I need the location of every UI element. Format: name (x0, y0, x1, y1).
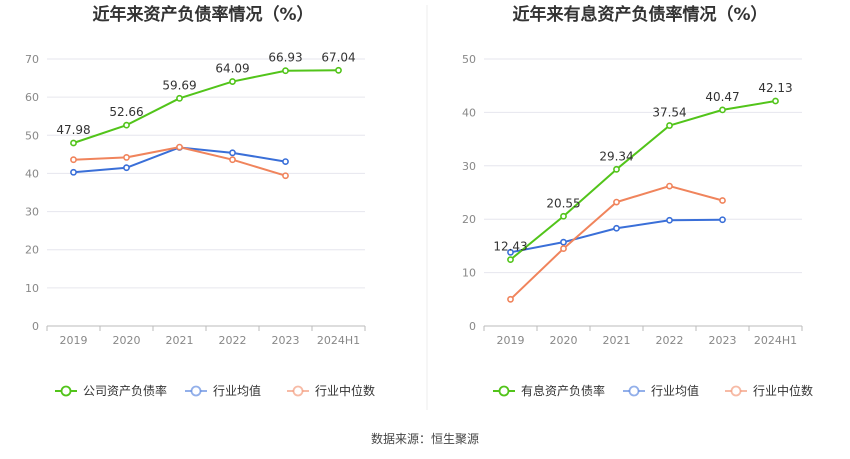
x-tick-label: 2022 (656, 334, 684, 347)
chart-title: 近年来有息资产负债率情况（%） (512, 4, 767, 25)
data-label: 66.93 (268, 51, 302, 65)
data-label: 64.09 (215, 62, 249, 76)
y-tick-label: 70 (25, 53, 39, 66)
x-tick-label: 2021 (603, 334, 631, 347)
x-tick-label: 2021 (166, 334, 194, 347)
x-tick-label: 2020 (113, 334, 141, 347)
y-tick-label: 30 (462, 160, 476, 173)
source-note: 数据来源：恒生聚源 (371, 431, 479, 446)
data-point[interactable] (613, 165, 620, 173)
y-tick-label: 20 (462, 213, 476, 226)
x-tick-label: 2022 (219, 334, 247, 347)
x-tick-label: 2020 (550, 334, 578, 347)
series-line (510, 218, 723, 254)
data-point[interactable] (507, 295, 514, 303)
y-tick-label: 50 (462, 53, 476, 66)
data-point[interactable] (666, 122, 673, 129)
data-point[interactable] (70, 168, 77, 176)
data-point[interactable] (282, 158, 289, 166)
data-point[interactable] (229, 156, 236, 164)
x-tick-label: 2019 (497, 334, 525, 347)
data-label: 42.13 (758, 81, 792, 95)
data-label: 40.47 (705, 90, 739, 104)
x-tick-label: 2023 (272, 334, 300, 347)
legend-swatch-marker (60, 385, 72, 397)
data-point[interactable] (613, 198, 620, 206)
chart-panel-interest-bearing-debt-ratio: 近年来有息资产负债率情况（%） 0 10 20 30 40 50 2019 2020 2021 20… (462, 4, 813, 398)
legend-label: 有息资产负债率 (521, 383, 605, 398)
y-tick-label: 10 (25, 282, 39, 295)
y-tick-label: 40 (462, 106, 476, 119)
data-point[interactable] (70, 156, 77, 164)
data-point[interactable] (70, 139, 77, 147)
data-point[interactable] (560, 238, 567, 246)
data-point[interactable] (772, 97, 779, 105)
x-tick-label: 2019 (60, 334, 88, 347)
data-point[interactable] (335, 66, 342, 74)
legend-item[interactable]: 行业均值 (185, 383, 261, 398)
data-point[interactable] (507, 248, 514, 256)
data-label: 47.98 (56, 123, 90, 137)
legend-swatch-marker (628, 385, 640, 397)
data-point[interactable] (123, 154, 130, 161)
legend-label: 行业中位数 (753, 383, 813, 398)
data-point[interactable] (666, 182, 673, 190)
data-point[interactable] (719, 106, 726, 114)
x-tick-label: 2024H1 (317, 334, 360, 347)
series-line (73, 146, 286, 174)
y-tick-label: 50 (25, 129, 39, 142)
y-tick-label: 0 (469, 320, 476, 333)
legend-swatch-marker (730, 385, 742, 397)
legend-swatch-marker (498, 385, 510, 397)
y-tick-label: 40 (25, 167, 39, 180)
y-tick-label: 0 (32, 320, 39, 333)
data-label: 52.66 (109, 105, 143, 119)
legend-swatch-marker (190, 385, 202, 397)
legend-item[interactable]: 行业均值 (623, 383, 699, 398)
data-point[interactable] (123, 121, 130, 129)
chart-title: 近年来资产负债率情况（%） (92, 4, 313, 25)
x-tick-label: 2024H1 (754, 334, 797, 347)
data-point[interactable] (282, 67, 289, 75)
series-line (73, 146, 286, 177)
legend-item[interactable]: 行业中位数 (725, 383, 813, 398)
chart-panel-debt-ratio: 近年来资产负债率情况（%） 0 10 20 30 40 50 60 70 2019 2020 2021… (25, 4, 375, 398)
data-point[interactable] (719, 197, 726, 204)
data-label: 20.55 (546, 196, 580, 210)
data-label: 29.34 (599, 149, 633, 163)
data-label: 59.69 (162, 78, 196, 92)
data-point[interactable] (176, 143, 183, 151)
legend-label: 公司资产负债率 (83, 383, 167, 398)
data-label: 12.43 (493, 240, 527, 254)
y-tick-label: 30 (25, 206, 39, 219)
data-label: 37.54 (652, 106, 686, 120)
y-tick-label: 20 (25, 244, 39, 257)
data-point[interactable] (282, 172, 289, 180)
data-point[interactable] (613, 224, 620, 232)
data-point[interactable] (507, 256, 514, 264)
legend-label: 行业均值 (213, 383, 261, 398)
legend-label: 行业中位数 (315, 383, 375, 398)
data-point[interactable] (719, 216, 726, 224)
y-tick-label: 60 (25, 91, 39, 104)
legend-item[interactable]: 有息资产负债率 (493, 383, 605, 398)
data-point[interactable] (176, 94, 183, 102)
data-label: 67.04 (321, 50, 355, 64)
x-tick-label: 2023 (709, 334, 737, 347)
legend-label: 行业均值 (651, 383, 699, 398)
legend-item[interactable]: 公司资产负债率 (55, 383, 167, 398)
data-point[interactable] (560, 245, 567, 252)
data-point[interactable] (666, 216, 673, 224)
series-line (509, 100, 776, 261)
data-point[interactable] (123, 164, 130, 172)
series-line (73, 69, 339, 144)
legend-item[interactable]: 行业中位数 (287, 383, 375, 398)
legend-swatch-marker (292, 385, 304, 397)
data-point[interactable] (560, 212, 567, 220)
data-point[interactable] (229, 78, 236, 85)
y-tick-label: 10 (462, 267, 476, 280)
data-point[interactable] (229, 149, 236, 157)
